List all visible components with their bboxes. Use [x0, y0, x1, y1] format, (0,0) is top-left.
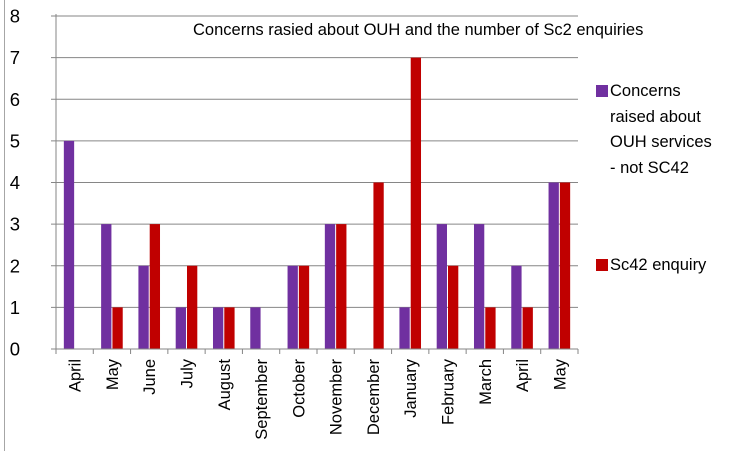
bar-concerns: [473, 224, 485, 349]
bars: [63, 57, 571, 349]
gridlines: [56, 15, 578, 308]
bar-concerns: [212, 307, 224, 349]
y-tick-label: 1: [10, 297, 20, 318]
x-tick-label: May: [104, 358, 122, 390]
y-tick-label: 4: [10, 172, 20, 193]
legend-item-sc42: Sc42 enquiry: [596, 253, 726, 279]
x-tick-label: April: [67, 359, 85, 392]
x-tick-label: December: [365, 359, 383, 436]
bar-sc42: [485, 307, 496, 349]
y-tick-label: 7: [10, 47, 20, 68]
legend-label-sc42: Sc42 enquiry: [610, 256, 707, 274]
legend-label-concerns: Concerns raised about OUH services - not…: [610, 82, 712, 177]
y-tick-label: 2: [10, 255, 20, 276]
bar-concerns: [287, 265, 298, 349]
x-tick-label: June: [141, 359, 159, 395]
bar-concerns: [101, 224, 112, 349]
y-tick-label: 6: [10, 89, 20, 110]
bar-sc42: [187, 265, 198, 349]
bar-concerns: [436, 224, 447, 349]
x-tick-label: March: [477, 359, 495, 405]
bar-sc42: [410, 57, 422, 349]
x-axis-tick-labels: April May June July August September October No…: [67, 358, 570, 439]
bar-concerns: [63, 140, 75, 349]
y-axis-tick-labels: 0 1 2 3 4 5 6 7 8: [10, 6, 20, 360]
axes: [51, 14, 579, 354]
bar-concerns: [175, 307, 186, 349]
bar-concerns: [138, 265, 149, 349]
bar-concerns: [548, 182, 559, 349]
x-tick-label: October: [290, 359, 308, 418]
x-tick-label: November: [328, 359, 346, 436]
bar-sc42: [373, 182, 384, 349]
bar-sc42: [448, 265, 459, 349]
y-tick-label: 3: [10, 214, 20, 235]
y-tick-label: 8: [10, 6, 20, 27]
bar-sc42: [224, 307, 235, 349]
bar-concerns: [511, 265, 522, 349]
bar-concerns: [399, 307, 410, 349]
x-tick-label: July: [179, 358, 197, 388]
bar-sc42: [298, 265, 310, 349]
legend-swatch-concerns: [596, 85, 608, 97]
legend-item-concerns: Concerns raised about OUH services - not…: [596, 79, 726, 181]
legend-swatch-sc42: [596, 259, 608, 271]
x-tick-label: May: [551, 358, 569, 390]
x-tick-label: January: [402, 358, 420, 417]
bar-sc42: [522, 307, 533, 349]
x-tick-label: April: [514, 359, 532, 392]
x-tick-label: February: [440, 358, 458, 425]
bar-sc42: [559, 182, 571, 349]
x-tick-label: August: [216, 359, 234, 411]
bar-sc42: [112, 307, 123, 349]
y-tick-label: 5: [10, 130, 20, 151]
bar-concerns: [324, 224, 336, 349]
bar-sc42: [336, 224, 347, 349]
chart-title: Concerns rasied about OUH and the number…: [193, 21, 644, 39]
bar-sc42: [149, 224, 161, 349]
x-tick-label: September: [253, 359, 271, 440]
bar-concerns: [250, 307, 261, 349]
y-tick-label: 0: [10, 339, 20, 360]
